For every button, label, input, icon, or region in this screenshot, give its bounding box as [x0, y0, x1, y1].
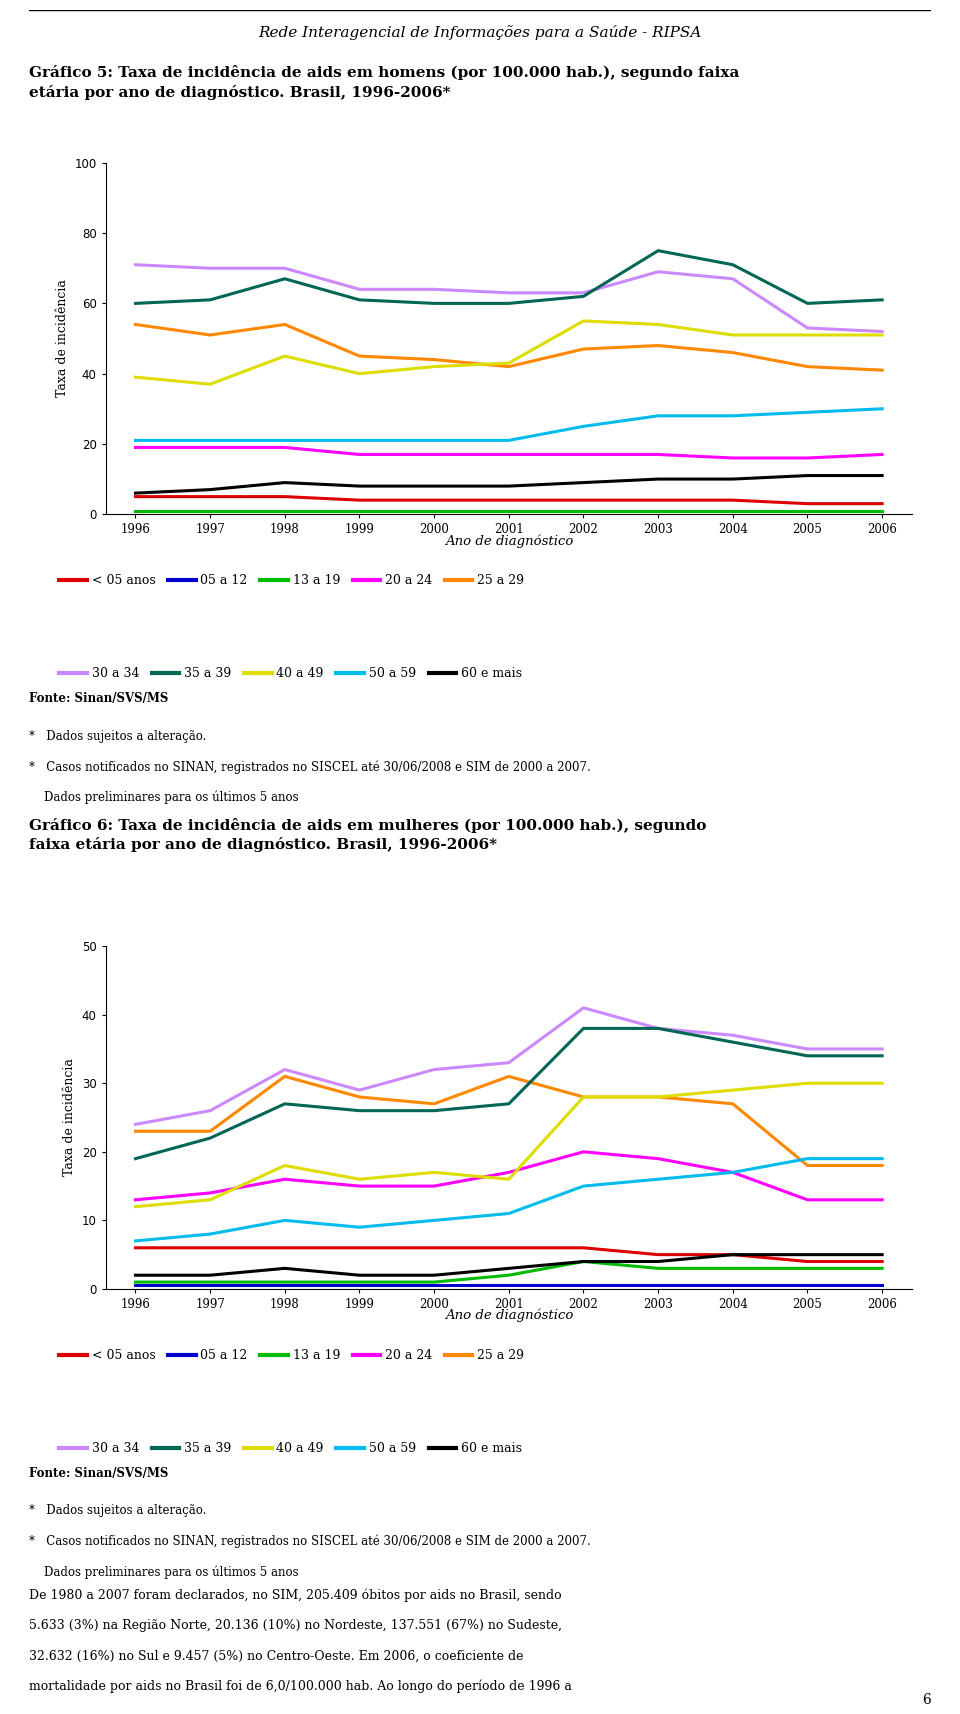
Text: *   Casos notificados no SINAN, registrados no SISCEL até 30/06/2008 e SIM de 20: * Casos notificados no SINAN, registrado… — [29, 1534, 590, 1548]
Text: Gráfico 6: Taxa de incidência de aids em mulheres (por 100.000 hab.), segundo
fa: Gráfico 6: Taxa de incidência de aids em… — [29, 818, 707, 852]
Text: Dados preliminares para os últimos 5 anos: Dados preliminares para os últimos 5 ano… — [29, 790, 299, 804]
Text: mortalidade por aids no Brasil foi de 6,0/100.000 hab. Ao longo do período de 19: mortalidade por aids no Brasil foi de 6,… — [29, 1680, 571, 1693]
Text: 32.632 (16%) no Sul e 9.457 (5%) no Centro-Oeste. Em 2006, o coeficiente de: 32.632 (16%) no Sul e 9.457 (5%) no Cent… — [29, 1649, 523, 1663]
Text: 6: 6 — [923, 1693, 931, 1707]
Legend: 30 a 34, 35 a 39, 40 a 49, 50 a 59, 60 e mais: 30 a 34, 35 a 39, 40 a 49, 50 a 59, 60 e… — [55, 1436, 527, 1460]
Text: *   Dados sujeitos a alteração.: * Dados sujeitos a alteração. — [29, 730, 206, 742]
Text: *   Casos notificados no SINAN, registrados no SISCEL até 30/06/2008 e SIM de 20: * Casos notificados no SINAN, registrado… — [29, 759, 590, 773]
Text: De 1980 a 2007 foram declarados, no SIM, 205.409 óbitos por aids no Brasil, send: De 1980 a 2007 foram declarados, no SIM,… — [29, 1589, 562, 1603]
Text: Dados preliminares para os últimos 5 anos: Dados preliminares para os últimos 5 ano… — [29, 1565, 299, 1579]
Y-axis label: Taxa de incidência: Taxa de incidência — [56, 279, 69, 398]
Text: Ano de diagnóstico: Ano de diagnóstico — [444, 1309, 573, 1321]
Text: Fonte: Sinan/SVS/MS: Fonte: Sinan/SVS/MS — [29, 1467, 168, 1481]
Legend: 30 a 34, 35 a 39, 40 a 49, 50 a 59, 60 e mais: 30 a 34, 35 a 39, 40 a 49, 50 a 59, 60 e… — [55, 662, 527, 686]
Text: Gráfico 5: Taxa de incidência de aids em homens (por 100.000 hab.), segundo faix: Gráfico 5: Taxa de incidência de aids em… — [29, 65, 739, 99]
Text: Fonte: Sinan/SVS/MS: Fonte: Sinan/SVS/MS — [29, 692, 168, 706]
Y-axis label: Taxa de incidência: Taxa de incidência — [63, 1059, 76, 1176]
Text: *   Dados sujeitos a alteração.: * Dados sujeitos a alteração. — [29, 1505, 206, 1517]
Text: 5.633 (3%) na Região Norte, 20.136 (10%) no Nordeste, 137.551 (67%) no Sudeste,: 5.633 (3%) na Região Norte, 20.136 (10%)… — [29, 1620, 562, 1632]
Text: Rede Interagencial de Informações para a Saúde - RIPSA: Rede Interagencial de Informações para a… — [258, 26, 702, 39]
Text: Ano de diagnóstico: Ano de diagnóstico — [444, 535, 573, 547]
